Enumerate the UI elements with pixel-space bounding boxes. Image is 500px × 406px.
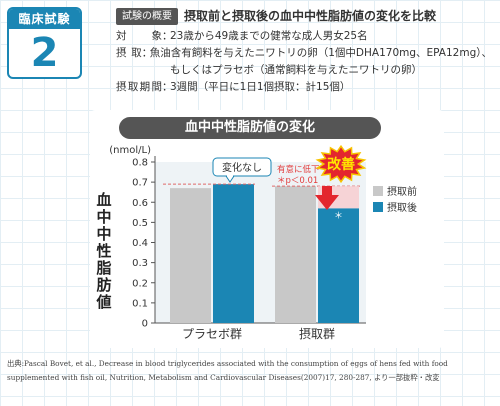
summary-item-period: 摂取期間： 3週間（平日に1日1個摂取：計15個） (116, 79, 492, 96)
summary-item-value: 23歳から49歳までの健常な成人男女25名 (170, 30, 368, 42)
y-tick-label: 0.4 (132, 238, 148, 249)
legend-swatch (373, 202, 383, 212)
summary-item-subjects: 対象： 23歳から49歳までの健常な成人男女25名 (116, 28, 492, 45)
y-axis-label-char: 血 (96, 191, 112, 209)
improvement-starburst (315, 144, 367, 184)
chart-title: 血中中性脂肪値の変化 (119, 117, 381, 139)
y-tick-label: 0.8 (132, 158, 148, 169)
source-citation: 出典:Pascal Bovet, et al., Decrease in blo… (7, 357, 495, 385)
chart-y-axis-label: 血中中性脂肪値 (95, 192, 113, 311)
significance-label: 有意に低下 (277, 164, 320, 175)
x-category-label: プラセボ群 (182, 327, 242, 341)
bar-before (170, 188, 211, 323)
bar-after (213, 184, 254, 323)
trial-badge-label: 臨床試験 (9, 9, 80, 29)
y-tick-label: 0.5 (132, 218, 148, 229)
summary-item-value-cont: もしくはプラセボ（通常飼料を与えたニワトリの卵） (170, 64, 422, 76)
summary-item-value: 3週間（平日に1日1個摂取：計15個） (170, 81, 351, 93)
significance-asterisk: ＊ (334, 211, 343, 221)
no-change-callout (212, 157, 272, 177)
clinical-trial-badge: 臨床試験 2 (7, 7, 82, 79)
improvement-label: 改善 (327, 156, 355, 173)
x-category-label: 摂取群 (299, 326, 335, 341)
y-tick-label: 0.7 (132, 178, 148, 189)
legend-swatch (373, 186, 383, 196)
decrease-arrow-icon (315, 186, 339, 210)
y-tick-label: 0.6 (132, 198, 148, 209)
summary-item-label: 摂取 (116, 47, 142, 59)
y-axis-label-char: 肪 (96, 276, 112, 294)
y-tick-label: 0.3 (132, 258, 148, 269)
y-axis-label-char: 中 (96, 208, 112, 226)
trial-summary: 試験の概要 摂取前と摂取後の血中中性脂肪値の変化を比較 対象： 23歳から49歳… (116, 8, 492, 96)
summary-headline: 摂取前と摂取後の血中中性脂肪値の変化を比較 (184, 9, 437, 23)
bar-after (318, 208, 359, 323)
summary-item-label: 摂取期間 (116, 81, 162, 93)
legend-label: 摂取後 (387, 201, 417, 214)
summary-item-label: 対象 (116, 30, 162, 42)
y-axis-unit: (nmol/L) (109, 145, 151, 156)
y-axis-label-char: 値 (96, 293, 112, 311)
p-value-label: ＊p＜0.01 (277, 176, 318, 186)
source-line-1: 出典:Pascal Bovet, et al., Decrease in blo… (7, 359, 448, 368)
y-tick-label: 0 (142, 319, 148, 330)
no-change-label: 変化なし (222, 161, 262, 174)
summary-item-value: 魚油含有飼料を与えたニワトリの卵（1個中DHA170mg、EPA12mg）、 (149, 47, 492, 59)
summary-item-intake: 摂取： 魚油含有飼料を与えたニワトリの卵（1個中DHA170mg、EPA12mg… (116, 45, 492, 62)
y-tick-label: 0.2 (132, 278, 148, 289)
y-tick-label: 0.1 (132, 298, 148, 309)
bar-before (275, 186, 316, 323)
y-axis-label-char: 性 (96, 242, 112, 260)
y-axis-label-char: 中 (96, 225, 112, 243)
trial-badge-number: 2 (30, 30, 59, 76)
source-line-2: supplemented with fish oil, Nutrition, M… (7, 373, 440, 382)
y-axis-label-char: 脂 (96, 259, 112, 277)
legend-label: 摂取前 (387, 185, 417, 198)
summary-tag: 試験の概要 (116, 8, 178, 25)
